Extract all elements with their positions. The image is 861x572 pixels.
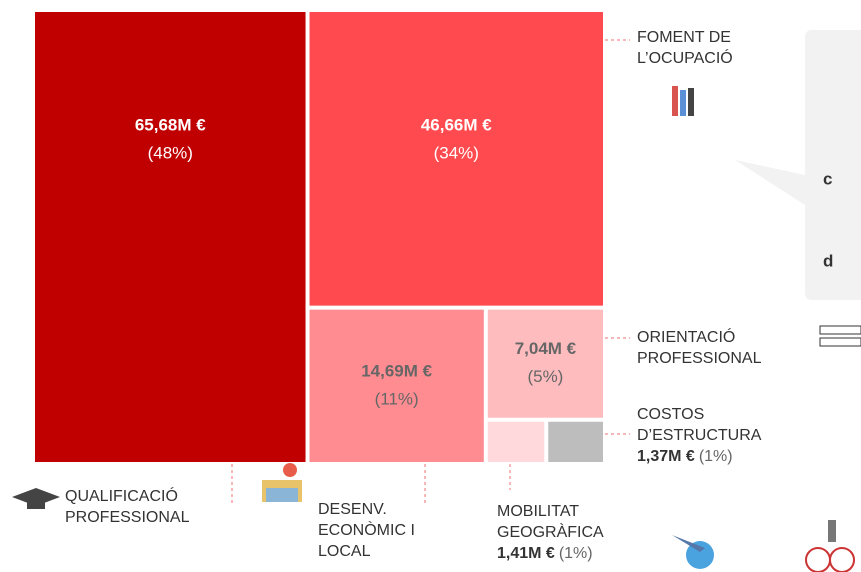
percent-label: (34%) [434, 143, 479, 162]
percent-label: (5%) [527, 367, 563, 386]
category-label: FOMENT DE [637, 29, 731, 46]
treemap-cell [35, 12, 306, 462]
percent-label: (48%) [148, 143, 193, 162]
value-label: 46,66M € [421, 115, 492, 134]
category-label: DESENV. [318, 501, 387, 518]
category-label: ECONÒMIC I [318, 520, 415, 539]
treemap-cell [309, 309, 484, 462]
treemap-cell [487, 421, 545, 462]
value-label: 1,41M € [497, 545, 555, 562]
percent-label: (11%) [375, 389, 419, 408]
category-label: PROFESSIONAL [65, 509, 190, 526]
value-label-group: 1,41M € (1%) [497, 545, 593, 562]
value-label: 65,68M € [135, 115, 206, 134]
value-label: 7,04M € [515, 339, 577, 358]
percent-label: (1%) [699, 448, 733, 465]
category-label: PROFESSIONAL [637, 350, 762, 367]
percent-label: (1%) [559, 545, 593, 562]
bubble-text: c [823, 169, 832, 188]
treemap-cell [487, 309, 603, 418]
treemap-cell [548, 421, 603, 462]
speech-bubble [735, 30, 861, 300]
value-label: 14,69M € [361, 361, 432, 380]
icons [12, 86, 861, 572]
treemap-cell [309, 12, 603, 306]
category-label: D’ESTRUCTURA [637, 427, 762, 444]
value-label-group: 1,37M € (1%) [637, 448, 733, 465]
category-label: LOCAL [318, 543, 371, 560]
category-label: GEOGRÀFICA [497, 522, 604, 541]
category-label: ORIENTACIÓ [637, 327, 735, 346]
category-label: QUALIFICACIÓ [65, 486, 178, 505]
bubble-text: d [823, 251, 833, 270]
category-label: MOBILITAT [497, 503, 579, 520]
category-label: L’OCUPACIÓ [637, 48, 733, 67]
category-label: COSTOS [637, 406, 704, 423]
value-label: 1,37M € [637, 448, 695, 465]
